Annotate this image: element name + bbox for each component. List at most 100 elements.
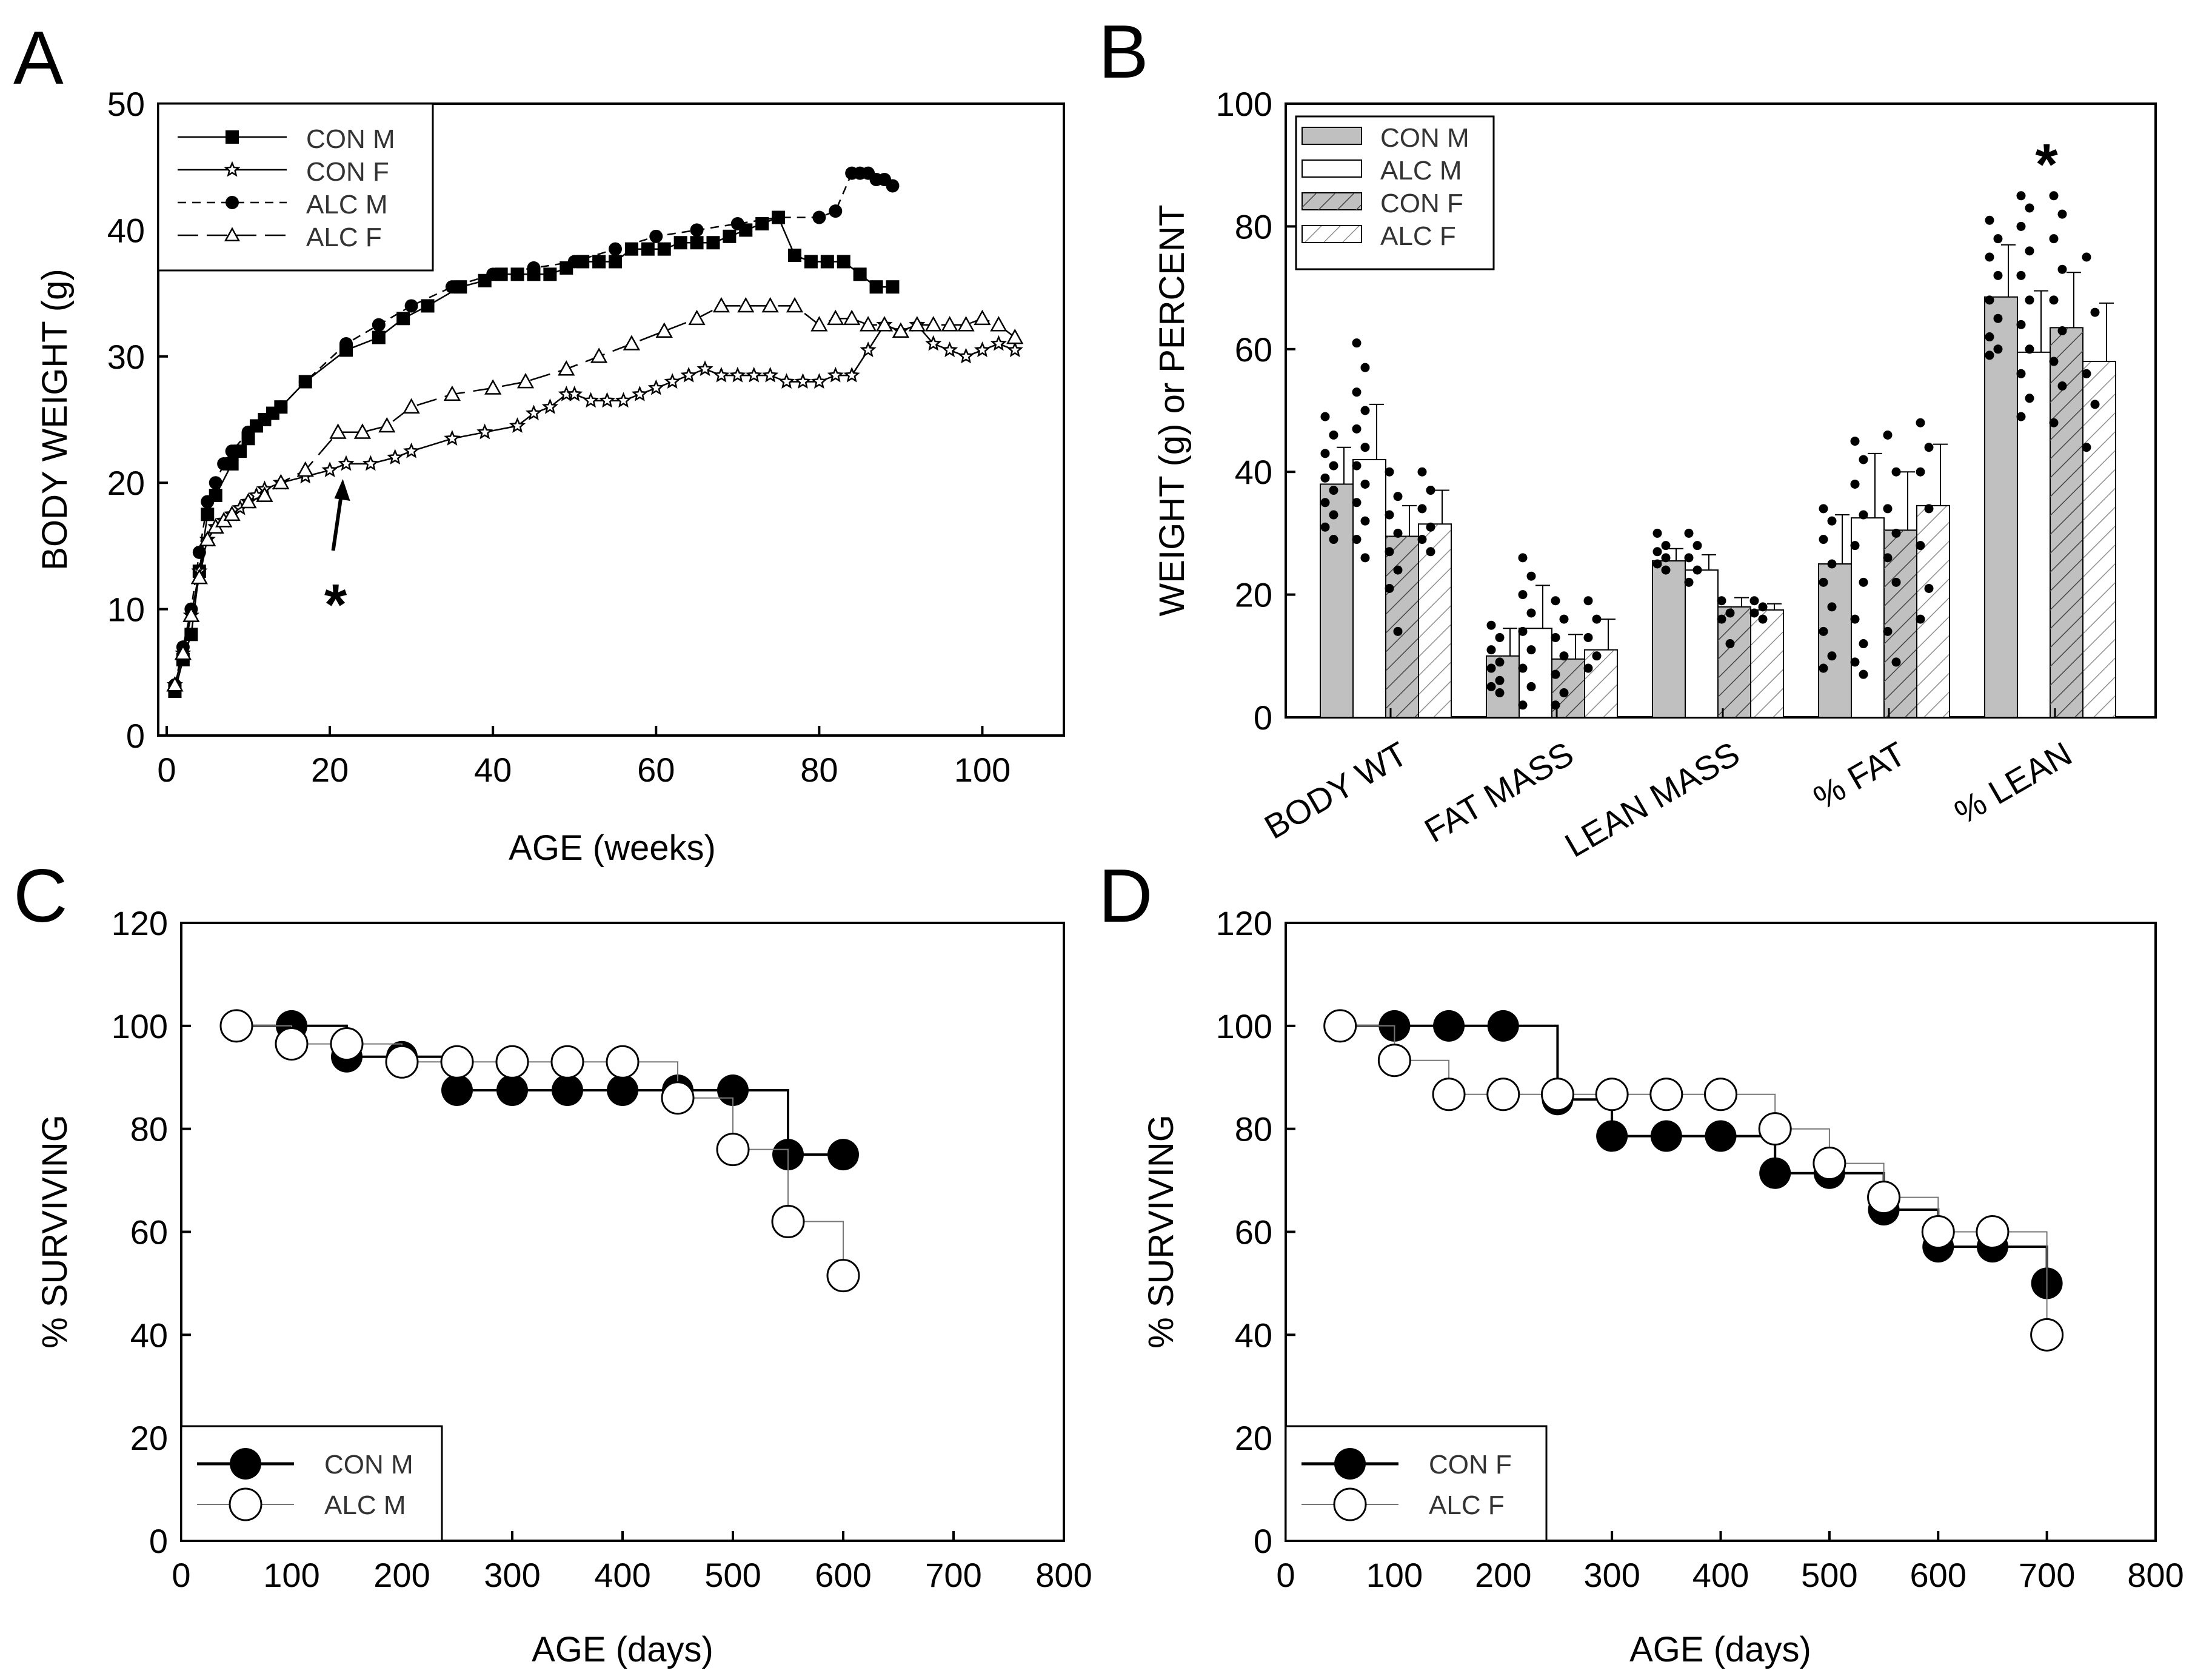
data-point-alc-m	[192, 545, 206, 559]
data-point-con-f-pct-fat	[1891, 528, 1901, 538]
data-point-con-m	[543, 267, 557, 281]
data-point-alc-m-fat-mass	[1526, 682, 1536, 691]
panel-a-ytick-label-50: 50	[107, 85, 145, 123]
data-point-alc-m	[812, 210, 826, 224]
data-point-con-m	[886, 280, 900, 294]
data-point-con-m-body-wt	[1320, 498, 1330, 508]
panel-d-ytick-label-80: 80	[1235, 1110, 1272, 1148]
data-point-con-f-body-wt	[1385, 583, 1394, 593]
data-point-con-m	[788, 249, 801, 263]
panel-b-ytick-label-20: 20	[1235, 576, 1272, 614]
panel-d-ytick-label-60: 60	[1235, 1213, 1272, 1252]
data-point-alc-m-pct-lean	[2016, 412, 2026, 421]
panel-a-xtick-label-20: 20	[311, 751, 349, 789]
data-point-alc-m-body-wt	[1352, 338, 1362, 348]
data-point-alc-m	[486, 267, 500, 281]
data-point-con-m-pct-lean	[1985, 215, 1994, 225]
data-point-con-f-lean-mass	[1725, 639, 1735, 649]
data-point-alc-m	[606, 1045, 640, 1079]
legend-marker-alc-f	[224, 227, 241, 242]
panel-d-ytick-label-120: 120	[1216, 904, 1272, 942]
data-point-alc-f	[990, 316, 1007, 332]
data-point-con-m	[820, 255, 834, 269]
data-point-alc-m	[330, 1027, 364, 1061]
data-point-alc-m-fat-mass	[1518, 663, 1528, 673]
data-point-alc-m	[886, 179, 900, 193]
data-point-con-m-pct-fat	[1819, 663, 1828, 673]
legend-box	[180, 1425, 443, 1542]
data-point-alc-m	[716, 1133, 750, 1167]
data-point-alc-m	[567, 255, 581, 269]
data-point-alc-f-pct-fat	[1924, 583, 1934, 593]
data-point-alc-m-body-wt	[1360, 516, 1370, 526]
data-point-con-m-fat-mass	[1495, 675, 1505, 685]
data-point-con-f-fat-mass	[1559, 651, 1569, 661]
panel-c-ylabel: % SURVIVING	[35, 1115, 75, 1349]
data-point-con-f	[338, 455, 355, 471]
data-point-alc-f	[941, 316, 958, 332]
series-line-con-m	[236, 1024, 843, 1156]
data-point-alc-m	[527, 261, 541, 275]
series-con-f	[1340, 1010, 2063, 1299]
panel-a-xtick-label-80: 80	[800, 751, 838, 789]
data-point-alc-f	[558, 360, 575, 376]
data-point-alc-m	[219, 1009, 253, 1043]
data-point-alc-f	[1377, 1044, 1411, 1078]
data-point-alc-f-body-wt	[1417, 535, 1427, 545]
data-point-alc-f	[2030, 1318, 2064, 1352]
data-point-alc-f	[484, 379, 502, 395]
data-point-con-f	[599, 392, 616, 408]
data-point-con-m-pct-lean	[1993, 270, 2003, 280]
data-point-con-f-fat-mass	[1559, 614, 1569, 624]
data-point-alc-f	[1921, 1215, 1955, 1249]
data-point-con-f	[810, 373, 827, 389]
data-point-alc-m-pct-lean	[2025, 394, 2034, 403]
panel-c-ytick-label-60: 60	[130, 1213, 168, 1252]
data-point-con-m-pct-lean	[1985, 252, 1994, 262]
legend-label-con-f: CON F	[306, 157, 389, 187]
data-point-alc-f	[908, 316, 926, 332]
data-point-alc-m-body-wt	[1352, 535, 1362, 545]
data-point-con-m	[510, 267, 524, 281]
data-point-alc-m-pct-fat	[1859, 510, 1868, 520]
bar-con-m-lean-mass	[1652, 560, 1686, 718]
bar-hatch-con-f-pct-lean	[2050, 327, 2083, 717]
data-point-alc-f	[1432, 1078, 1466, 1111]
data-point-con-m-pct-fat	[1827, 516, 1837, 526]
data-point-con-f-pct-fat	[1883, 504, 1893, 514]
data-point-con-m-body-wt	[1329, 486, 1338, 495]
data-point-con-f-pct-lean	[2057, 326, 2067, 335]
data-point-con-f-pct-lean	[2049, 191, 2059, 201]
data-point-alc-f-lean-mass	[1758, 602, 1768, 612]
annotation-arrow	[331, 492, 344, 551]
panel-d-ytick-label-100: 100	[1216, 1007, 1272, 1045]
data-point-con-f	[647, 379, 664, 395]
panel-c-xtick-label-700: 700	[925, 1556, 981, 1594]
data-point-con-m	[673, 236, 687, 250]
category-label-body-wt: BODY WT	[1258, 734, 1414, 846]
data-point-alc-m	[730, 216, 744, 230]
legend-marker-alc-f	[1333, 1487, 1367, 1521]
data-point-alc-m	[829, 204, 843, 218]
data-point-con-m	[853, 267, 867, 281]
legend-label-alc-f: ALC F	[306, 223, 382, 252]
panel-a-frame	[157, 102, 1065, 737]
data-point-con-f	[746, 366, 763, 383]
data-point-alc-m	[298, 375, 312, 389]
data-point-con-m	[552, 1074, 583, 1106]
data-point-con-m-pct-fat	[1819, 504, 1828, 514]
data-point-con-f	[476, 423, 493, 440]
data-point-alc-f	[655, 322, 673, 338]
legend-label-alc-m: ALC M	[1380, 156, 1462, 186]
data-point-alc-m-fat-mass	[1518, 700, 1528, 710]
category-label-fat-mass: FAT MASS	[1418, 734, 1580, 850]
data-point-con-m	[607, 1074, 638, 1106]
data-point-alc-m-pct-fat	[1859, 639, 1868, 649]
panel-c-xtick-label-600: 600	[815, 1556, 871, 1594]
panel-a-xtick-label-100: 100	[954, 751, 1011, 789]
bar-alc-m-lean-mass	[1685, 569, 1719, 718]
data-point-con-f-pct-fat	[1883, 553, 1893, 563]
data-point-con-f-body-wt	[1393, 492, 1403, 501]
bar-hatch-alc-f-fat-mass	[1585, 649, 1617, 717]
